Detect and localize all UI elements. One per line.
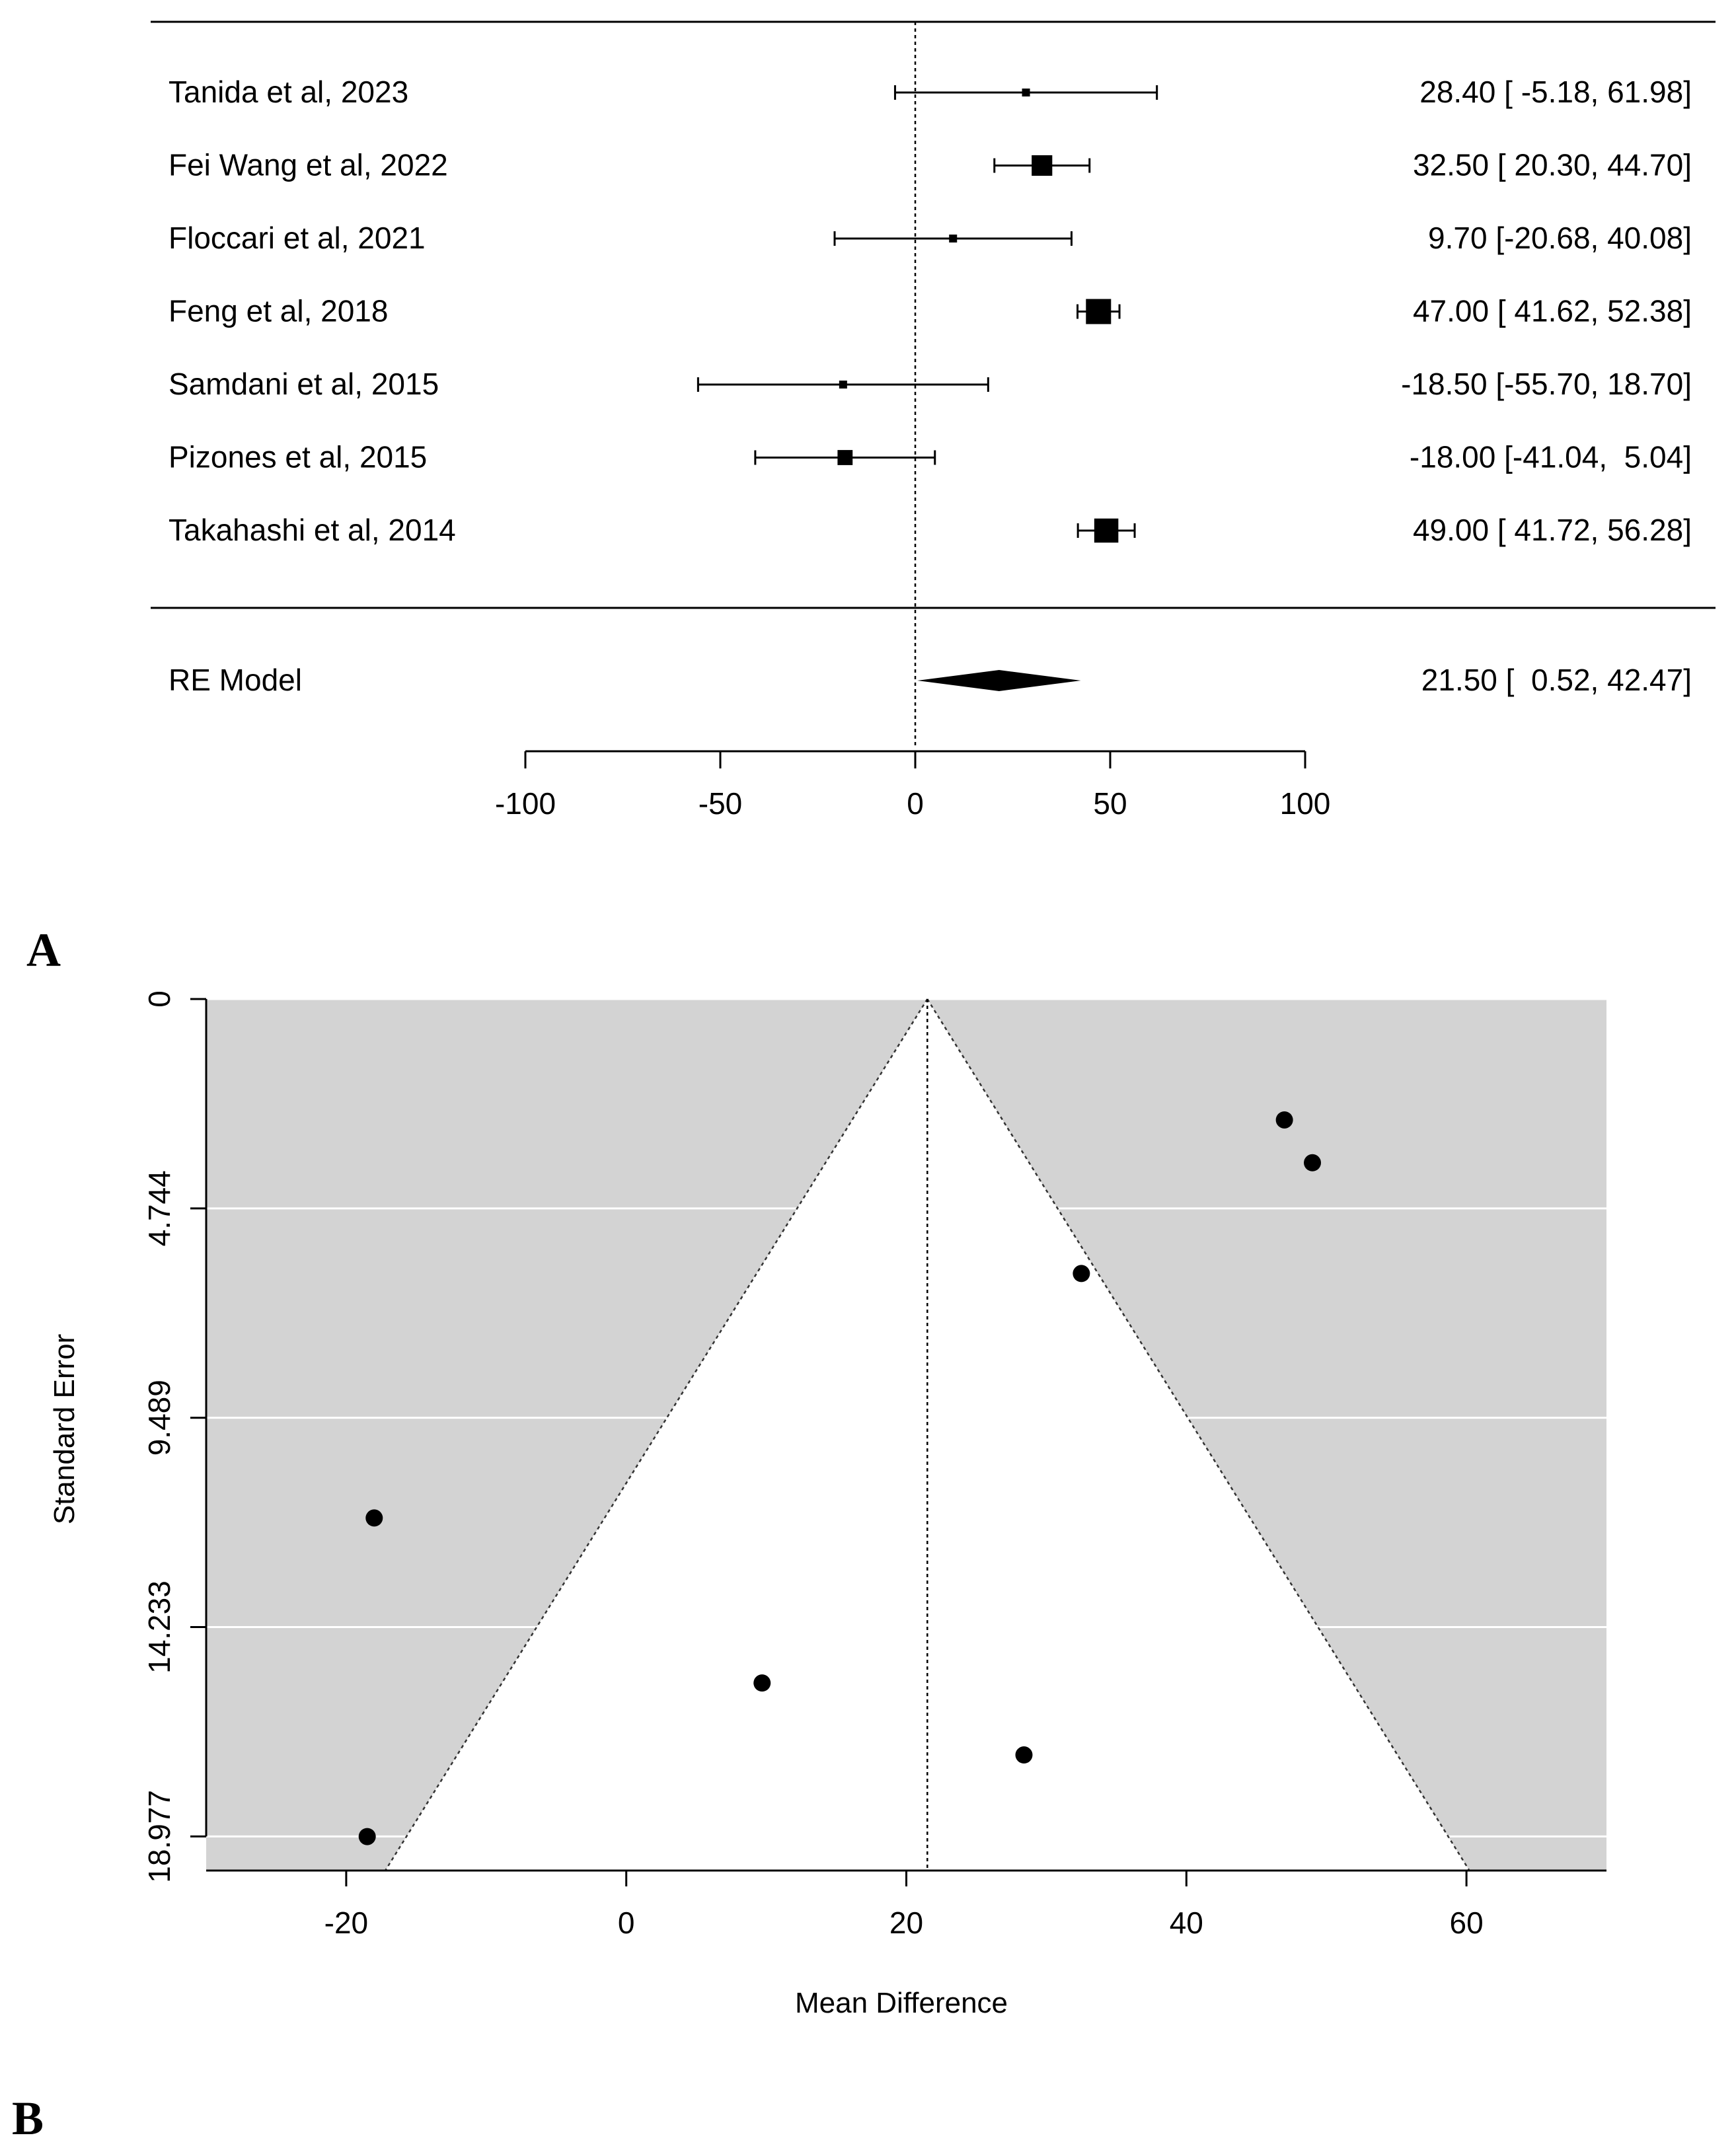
estimate-square xyxy=(1094,518,1119,543)
funnel-y-tick-label: 14.233 xyxy=(142,1580,176,1674)
study-label: Pizones et al, 2015 xyxy=(169,440,427,474)
funnel-plot-panel: -20 0 20 40 60 0 4.744 9.489 14.233 18.977 Mean D… xyxy=(48,990,1606,2019)
panel-label-a: A xyxy=(26,924,61,977)
estimate-square xyxy=(949,235,958,242)
forest-x-tick-label: 0 xyxy=(907,786,924,821)
funnel-point xyxy=(753,1674,771,1692)
funnel-x-tick-label: -20 xyxy=(324,1906,368,1940)
funnel-x-tick-label: 0 xyxy=(618,1906,635,1940)
funnel-region xyxy=(385,999,1470,1871)
ci-text: 47.00 [ 41.62, 52.38] xyxy=(1413,294,1692,328)
funnel-x-axis-label: Mean Difference xyxy=(795,1987,1008,2019)
funnel-y-tick-label: 0 xyxy=(142,990,176,1008)
forest-row: Tanida et al, 2023 28.40 [ -5.18, 61.98] xyxy=(169,75,1692,109)
summary-ci-text: 21.50 [ 0.52, 42.47] xyxy=(1421,663,1692,697)
funnel-point xyxy=(1015,1746,1033,1764)
ci-text: -18.50 [-55.70, 18.70] xyxy=(1401,367,1692,401)
forest-row: Pizones et al, 2015 -18.00 [-41.04, 5.04] xyxy=(169,440,1692,474)
forest-row: Takahashi et al, 2014 49.00 [ 41.72, 56.2… xyxy=(169,513,1692,547)
ci-text: 9.70 [-20.68, 40.08] xyxy=(1428,221,1692,255)
funnel-point xyxy=(1073,1265,1090,1282)
funnel-x-tick-label: 20 xyxy=(889,1906,923,1940)
summary-label: RE Model xyxy=(169,663,302,697)
ci-text: 32.50 [ 20.30, 44.70] xyxy=(1413,148,1692,182)
forest-plot-panel: Tanida et al, 2023 28.40 [ -5.18, 61.98] F… xyxy=(151,20,1716,821)
study-label: Tanida et al, 2023 xyxy=(169,75,408,109)
funnel-y-axis-label: Standard Error xyxy=(48,1334,81,1525)
estimate-square xyxy=(839,381,847,389)
funnel-y-tick-label: 9.489 xyxy=(142,1380,176,1456)
funnel-point xyxy=(358,1828,376,1845)
funnel-x-tick-label: 40 xyxy=(1170,1906,1203,1940)
forest-row: Samdani et al, 2015 -18.50 [-55.70, 18.70… xyxy=(169,367,1692,401)
funnel-point xyxy=(1304,1154,1322,1171)
forest-row: Fei Wang et al, 2022 32.50 [ 20.30, 44.70… xyxy=(169,148,1692,182)
funnel-edge-right xyxy=(926,998,1470,1871)
ci-text: -18.00 [-41.04, 5.04] xyxy=(1410,440,1692,474)
funnel-point xyxy=(365,1509,383,1527)
funnel-x-tick-label: 60 xyxy=(1450,1906,1484,1940)
panel-label-b: B xyxy=(12,2092,44,2145)
estimate-square xyxy=(1022,89,1030,96)
ci-text: 49.00 [ 41.72, 56.28] xyxy=(1413,513,1692,547)
study-label: Samdani et al, 2015 xyxy=(169,367,439,401)
summary-diamond xyxy=(917,670,1081,691)
estimate-square xyxy=(837,450,853,465)
study-label: Floccari et al, 2021 xyxy=(169,221,426,255)
study-label: Takahashi et al, 2014 xyxy=(169,513,456,547)
forest-x-tick-label: 50 xyxy=(1093,786,1127,821)
forest-x-tick-label: 100 xyxy=(1280,786,1331,821)
estimate-square xyxy=(1086,299,1112,324)
forest-x-tick-label: -100 xyxy=(495,786,556,821)
estimate-square xyxy=(1032,155,1053,176)
ci-text: 28.40 [ -5.18, 61.98] xyxy=(1419,75,1692,109)
forest-row: Feng et al, 2018 47.00 [ 41.62, 52.38] xyxy=(169,294,1692,328)
forest-x-tick-label: -50 xyxy=(698,786,742,821)
study-label: Feng et al, 2018 xyxy=(169,294,388,328)
funnel-y-tick-label: 18.977 xyxy=(142,1790,176,1883)
study-label: Fei Wang et al, 2022 xyxy=(169,148,448,182)
funnel-point xyxy=(1275,1111,1293,1129)
forest-row: Floccari et al, 2021 9.70 [-20.68, 40.08] xyxy=(169,221,1692,255)
funnel-y-tick-label: 4.744 xyxy=(142,1170,176,1246)
funnel-edge-left xyxy=(384,998,928,1871)
